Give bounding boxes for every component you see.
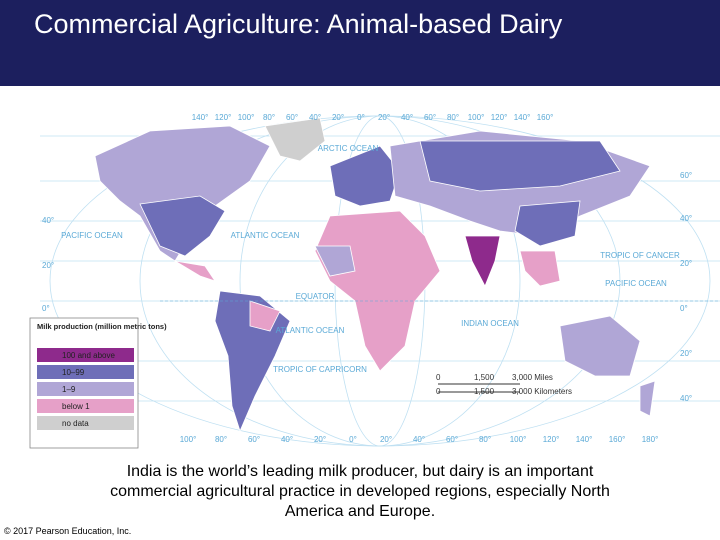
longitude-label: 80°	[215, 435, 227, 444]
legend-label: below 1	[62, 402, 90, 411]
legend-swatch	[37, 382, 134, 396]
ocean-label: PACIFIC OCEAN	[605, 279, 667, 288]
longitude-label: 0°	[349, 435, 357, 444]
longitude-label: 100°	[510, 435, 527, 444]
longitude-label: 80°	[447, 113, 459, 122]
latitude-label: 20°	[680, 259, 692, 268]
longitude-label: 180°	[642, 435, 659, 444]
legend-label: 10–99	[62, 368, 85, 377]
scale-label: 1,500	[474, 373, 495, 382]
longitude-label: 100°	[468, 113, 485, 122]
longitude-label: 60°	[446, 435, 458, 444]
scale-label: 3,000 Kilometers	[512, 387, 572, 396]
longitude-label: 100°	[238, 113, 255, 122]
ocean-label: PACIFIC OCEAN	[61, 231, 123, 240]
slide-title: Commercial Agriculture: Animal-based Dai…	[0, 0, 720, 86]
longitude-label: 40°	[413, 435, 425, 444]
latitude-label: 20°	[42, 261, 54, 270]
latitude-label: 0°	[42, 304, 50, 313]
ocean-label: ARCTIC OCEAN	[318, 144, 379, 153]
copyright: © 2017 Pearson Education, Inc.	[4, 526, 132, 536]
legend-label: 1–9	[62, 385, 76, 394]
legend-swatch	[37, 348, 134, 362]
longitude-label: 20°	[314, 435, 326, 444]
longitude-label: 140°	[514, 113, 531, 122]
longitude-label: 60°	[424, 113, 436, 122]
scale-label: 0	[436, 373, 441, 382]
longitude-label: 120°	[215, 113, 232, 122]
latitude-label: 40°	[42, 216, 54, 225]
line-label: TROPIC OF CANCER	[600, 251, 680, 260]
longitude-label: 80°	[263, 113, 275, 122]
legend: Milk production (million metric tons) 100…	[29, 317, 167, 449]
longitude-label: 0°	[357, 113, 365, 122]
longitude-label: 40°	[281, 435, 293, 444]
longitude-label: 20°	[332, 113, 344, 122]
land	[94, 117, 656, 433]
longitude-label: 60°	[248, 435, 260, 444]
legend-swatch	[37, 365, 134, 379]
line-label: EQUATOR	[296, 292, 335, 301]
legend-title: Milk production (million metric tons)	[37, 322, 167, 331]
legend-swatch	[37, 399, 134, 413]
ocean-label: ATLANTIC OCEAN	[276, 326, 345, 335]
legend-swatch	[37, 416, 134, 430]
longitude-label: 60°	[286, 113, 298, 122]
scale-label: 0	[436, 387, 441, 396]
latitude-label: 0°	[680, 304, 688, 313]
longitude-label: 40°	[401, 113, 413, 122]
longitude-label: 160°	[609, 435, 626, 444]
ocean-label: ATLANTIC OCEAN	[231, 231, 300, 240]
scale-label: 1,500	[474, 387, 495, 396]
latitude-label: 60°	[680, 171, 692, 180]
line-label: TROPIC OF CAPRICORN	[273, 365, 367, 374]
longitude-label: 40°	[309, 113, 321, 122]
scale-label: 3,000 Miles	[512, 373, 553, 382]
longitude-label: 80°	[479, 435, 491, 444]
longitude-label: 100°	[180, 435, 197, 444]
longitude-label: 140°	[192, 113, 209, 122]
world-map: ARCTIC OCEAN PACIFIC OCEAN ATLANTIC OCEAN P…	[29, 113, 720, 449]
longitude-label: 120°	[543, 435, 560, 444]
ocean-label: INDIAN OCEAN	[461, 319, 519, 328]
longitude-label: 20°	[378, 113, 390, 122]
longitude-label: 120°	[491, 113, 508, 122]
latitude-label: 40°	[680, 394, 692, 403]
legend-label: no data	[62, 419, 89, 428]
latitude-label: 40°	[680, 214, 692, 223]
longitude-label: 20°	[380, 435, 392, 444]
longitude-label: 140°	[576, 435, 593, 444]
latitude-label: 20°	[680, 349, 692, 358]
longitude-label: 160°	[537, 113, 554, 122]
caption: India is the world’s leading milk produc…	[110, 463, 610, 520]
legend-title-text: Milk production (million metric tons)	[37, 322, 167, 331]
legend-label: 100 and above	[62, 351, 115, 360]
